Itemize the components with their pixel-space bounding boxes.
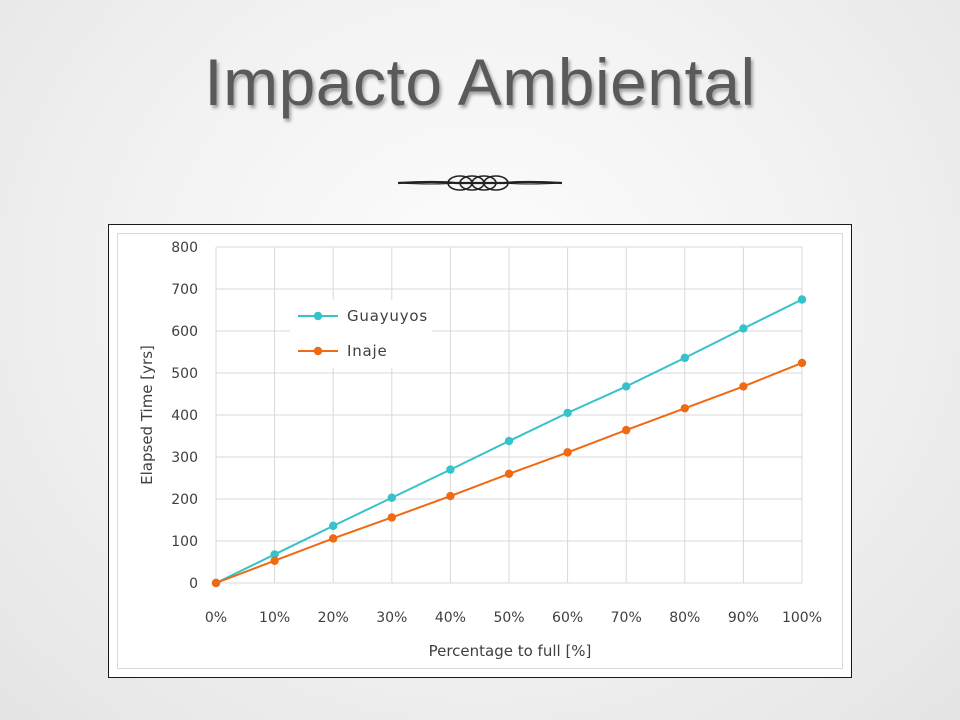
data-point — [563, 408, 572, 418]
data-point — [270, 550, 279, 559]
y-tick-label: 0 — [189, 576, 198, 592]
legend: Guayuyos Inaje — [290, 300, 432, 368]
data-point — [270, 556, 279, 565]
data-point — [680, 353, 689, 363]
chart-area — [117, 233, 843, 669]
legend-marker — [313, 311, 323, 321]
y-tick-label: 100 — [171, 534, 198, 550]
data-point — [446, 491, 455, 501]
data-point — [739, 324, 748, 333]
x-tick-label: 50% — [493, 610, 524, 626]
grid-lines — [215, 246, 803, 584]
x-tick-label: 20% — [318, 610, 349, 626]
x-tick-label: 60% — [552, 610, 583, 626]
y-tick-label: 500 — [171, 366, 198, 382]
legend-box — [290, 300, 432, 368]
data-point — [329, 534, 338, 543]
legend-label: Inaje — [347, 342, 388, 360]
data-point — [797, 295, 807, 304]
legend-label: Guayuyos — [347, 307, 428, 325]
series-layer — [211, 295, 807, 588]
y-tick-label: 200 — [171, 492, 198, 508]
legend-marker — [313, 346, 323, 356]
y-tick-label: 300 — [171, 450, 198, 466]
data-point — [387, 513, 396, 522]
x-axis-title: Percentage to full [%] — [429, 642, 592, 660]
data-point — [563, 448, 572, 457]
x-tick-label: 80% — [669, 610, 700, 626]
x-tick-label: 70% — [611, 610, 642, 626]
x-tick-label: 10% — [259, 610, 290, 626]
data-point — [446, 465, 455, 474]
data-point — [739, 382, 748, 391]
y-axis-title: Elapsed Time [yrs] — [138, 345, 156, 485]
y-tick-label: 400 — [171, 408, 198, 424]
x-tick-label: 100% — [782, 610, 822, 626]
decorative-divider — [397, 175, 563, 191]
data-point — [504, 436, 514, 446]
data-point — [680, 404, 689, 413]
y-tick-label: 600 — [171, 324, 198, 340]
x-tick-label: 30% — [376, 610, 407, 626]
data-point — [622, 425, 631, 435]
x-tick-label: 90% — [728, 610, 759, 626]
data-point — [329, 521, 338, 531]
y-tick-label: 800 — [171, 240, 198, 256]
x-tick-label: 40% — [435, 610, 466, 626]
x-tick-label: 0% — [205, 610, 227, 626]
data-point — [797, 358, 807, 368]
tick-labels: 0 100 200 300 400 500 600 700 800 0% 10% 20% 30% 40% 5… — [171, 240, 822, 626]
data-point — [211, 578, 221, 588]
slide-title: Impacto Ambiental — [204, 45, 756, 119]
data-point — [622, 382, 631, 391]
data-point — [387, 493, 396, 502]
data-point — [504, 469, 514, 478]
y-tick-label: 700 — [171, 282, 198, 298]
